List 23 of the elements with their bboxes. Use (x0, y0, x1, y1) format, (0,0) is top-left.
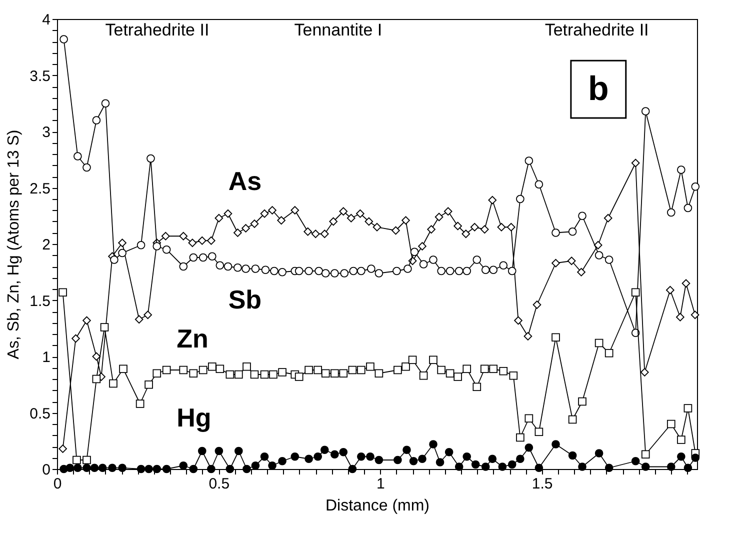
y-tick-label: 0.5 (30, 405, 50, 422)
y-tick-label: 0 (42, 462, 50, 478)
y-axis-title: As, Sb, Zn, Hg (Atoms per 13 S) (6, 130, 23, 360)
series-label: Hg (176, 402, 212, 432)
series-label: Sb (228, 284, 262, 314)
series-label: Zn (176, 324, 208, 354)
annotation: Tetrahedrite II (544, 20, 649, 40)
x-tick-label: 1.5 (532, 476, 553, 492)
y-tick-label: 3 (42, 124, 50, 141)
y-tick-label: 2.5 (30, 180, 50, 198)
series-label: As (228, 166, 262, 196)
y-tick-label: 2 (42, 236, 50, 254)
y-tick-label: 1 (42, 349, 50, 366)
y-tick-label: 1.5 (30, 292, 50, 310)
x-axis-title: Distance (mm) (325, 498, 430, 514)
annotation: b (588, 70, 609, 108)
y-tick-label: 4 (42, 12, 50, 28)
x-tick-label: 0 (53, 476, 62, 492)
x-tick-label: 0.5 (208, 476, 230, 492)
annotation: Tennantite I (294, 20, 382, 40)
x-tick-label: 1 (376, 476, 385, 492)
y-tick-label: 3.5 (30, 68, 50, 85)
annotation: Tetrahedrite II (105, 20, 210, 40)
